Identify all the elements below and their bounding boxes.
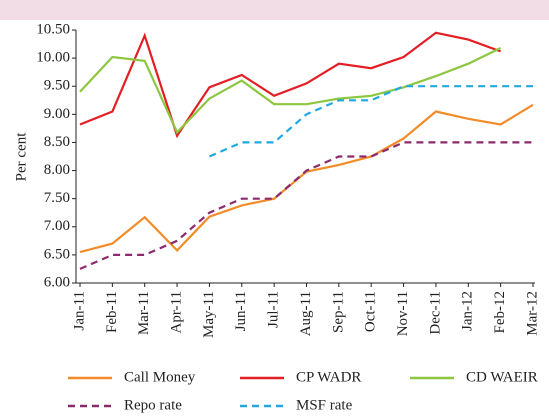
x-tick-label: Feb-12 <box>492 291 508 334</box>
y-tick-label: 6.50 <box>44 246 70 262</box>
x-tick-label: Feb-11 <box>104 291 120 333</box>
header-band <box>0 0 549 20</box>
y-axis-label: Per cent <box>13 132 29 182</box>
y-tick-label: 10.50 <box>36 21 70 37</box>
y-tick-label: 6.00 <box>44 274 70 290</box>
y-tick-label: 8.50 <box>44 134 70 150</box>
x-tick-label: Mar-12 <box>524 291 540 336</box>
x-tick-label: Dec-11 <box>427 291 443 335</box>
x-tick-label: Mar-11 <box>136 291 152 335</box>
legend-label: Call Money <box>124 369 196 385</box>
x-tick-label: Apr-11 <box>169 291 185 333</box>
x-tick-label: Aug-11 <box>298 291 314 336</box>
series-line <box>79 47 502 135</box>
y-tick-label: 8.00 <box>44 162 70 178</box>
series-line <box>79 31 501 139</box>
series-line <box>79 141 533 270</box>
x-tick-label: Sep-11 <box>330 291 346 333</box>
y-tick-label: 7.50 <box>44 190 70 206</box>
series-line <box>79 103 534 254</box>
x-tick-label: Oct-11 <box>363 291 379 332</box>
legend-label: CD WAEIR <box>466 369 538 385</box>
y-tick-label: 9.50 <box>44 78 70 94</box>
x-tick-label: Jun-11 <box>233 291 249 331</box>
legend-label: CP WADR <box>296 369 361 385</box>
x-tick-label: May-11 <box>201 291 217 338</box>
series-line <box>208 85 533 158</box>
y-tick-label: 10.00 <box>36 50 70 66</box>
legend-label: MSF rate <box>296 397 353 413</box>
y-tick-label: 9.00 <box>44 106 70 122</box>
legend-label: Repo rate <box>124 397 182 413</box>
x-tick-label: Jan-11 <box>71 291 87 330</box>
x-tick-label: Jul-11 <box>266 291 282 328</box>
x-tick-label: Nov-11 <box>395 291 411 336</box>
x-tick-label: Jan-12 <box>460 291 476 331</box>
y-tick-label: 7.00 <box>44 218 70 234</box>
